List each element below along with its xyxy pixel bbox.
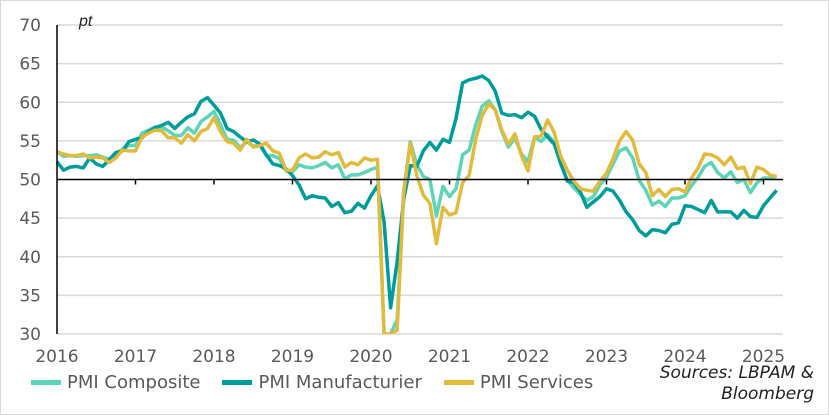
legend-swatch-manufacturing <box>222 380 253 385</box>
y-tick-label: 35 <box>19 286 41 306</box>
source-line: Sources: LBPAM & <box>659 363 814 383</box>
y-tick-label: 70 <box>19 16 41 36</box>
legend-label: PMI Composite <box>67 372 201 393</box>
x-tick-label: 2017 <box>114 347 157 367</box>
x-tick-label: 2019 <box>271 347 314 367</box>
x-tick-label: 2022 <box>506 347 549 367</box>
legend: PMI Composite PMI Manufacturier PMI Serv… <box>31 372 593 393</box>
y-tick-label: 55 <box>19 132 41 152</box>
series-line-manufacturing <box>55 74 778 310</box>
legend-swatch-composite <box>31 380 61 385</box>
y-tick-label: 60 <box>19 93 41 113</box>
legend-item-manufacturing: PMI Manufacturier <box>222 372 422 393</box>
source-note: Sources: LBPAM & Bloomberg <box>660 363 814 405</box>
legend-swatch-services <box>443 380 474 385</box>
legend-label: PMI Services <box>479 372 594 393</box>
x-tick-label: 2018 <box>192 347 235 367</box>
y-tick-label: 50 <box>19 171 41 191</box>
y-tick-label: 65 <box>19 55 41 75</box>
source-line: Bloomberg <box>721 384 814 404</box>
series-line-services <box>56 102 777 334</box>
x-tick-label: 2021 <box>428 347 471 367</box>
x-tick-label: 2016 <box>35 347 78 367</box>
legend-item-services: PMI Services <box>443 372 594 393</box>
y-tick-label: 30 <box>19 325 41 345</box>
x-tick-label: 2023 <box>585 347 628 367</box>
x-tick-label: 2020 <box>349 347 392 367</box>
y-tick-label: 40 <box>19 248 41 268</box>
x-tick-label: 2024 <box>663 347 706 367</box>
legend-item-composite: PMI Composite <box>31 372 200 393</box>
x-tick-label: 2025 <box>742 347 785 367</box>
y-tick-label: 45 <box>19 209 41 229</box>
unit-label: pt <box>79 13 93 30</box>
legend-label: PMI Manufacturier <box>258 372 422 393</box>
